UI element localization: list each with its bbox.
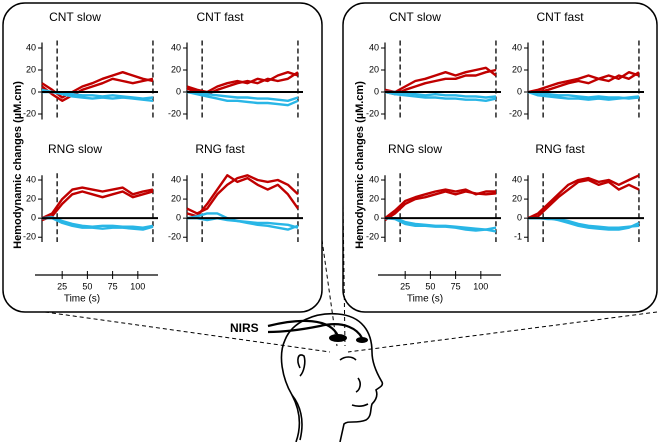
series-line [384,90,497,102]
chart-title: RNG slow [48,142,102,156]
left-panel [2,2,323,313]
chart-title: CNT slow [49,10,101,24]
y-tick-label: 20 [369,193,379,203]
series-line [41,216,154,229]
cables [267,319,363,339]
series-line [527,178,640,220]
y-axis-label: Hemodynamic changes (µM.cm) [12,81,24,249]
x-tick-label: 100 [130,281,145,291]
series-line [385,217,497,231]
y-tick-label: 40 [512,174,522,184]
sensor [356,337,368,343]
chart-title: CNT slow [389,10,441,24]
series-line [42,217,154,231]
y-tick-label: -20 [366,232,379,242]
y-tick-label: 0 [176,86,181,96]
series-line [186,174,299,215]
y-tick-label: 20 [26,193,36,203]
series-line [41,77,154,102]
chart-title: RNG slow [388,142,442,156]
device-label: NIRS [230,321,259,335]
series-line [186,90,299,107]
x-tick-label: 75 [451,281,461,291]
chart-title: CNT fast [196,10,244,24]
y-tick-label: 20 [26,64,36,74]
x-tick-label: 100 [473,281,488,291]
y-tick-label: 20 [369,64,379,74]
y-tick-label: 40 [171,174,181,184]
y-tick-label: -20 [168,108,181,118]
head [280,312,384,442]
y-tick-label: 20 [512,193,522,203]
right-panel [342,2,658,313]
x-tick-label: 50 [82,281,92,291]
x-axis-label: Time (s) [407,294,443,305]
y-tick-label: -1 [514,232,522,242]
chart-title: CNT fast [536,10,584,24]
series-line [384,190,497,222]
x-tick-label: 25 [400,281,410,291]
series-line [41,71,154,99]
y-tick-label: -20 [23,232,36,242]
y-tick-label: 20 [512,64,522,74]
y-tick-label: 40 [369,174,379,184]
series-line [527,90,640,100]
y-tick-label: 0 [31,86,36,96]
sensor [329,334,347,342]
x-tick-label: 25 [57,281,67,291]
y-tick-label: 20 [171,64,181,74]
series-line [527,71,640,94]
x-axis-label: Time (s) [64,294,100,305]
y-tick-label: 0 [374,86,379,96]
series-line [527,174,640,220]
y-tick-label: 0 [31,213,36,223]
y-tick-label: 40 [26,174,36,184]
y-tick-label: 20 [171,193,181,203]
series-line [41,190,154,222]
x-tick-label: 50 [425,281,435,291]
y-tick-label: 0 [176,213,181,223]
y-tick-label: -20 [509,108,522,118]
y-axis-label: Hemodynamic changes (µM.cm) [354,81,366,249]
chart-title: RNG fast [535,142,585,156]
series-line [186,90,299,102]
chart-title: RNG fast [195,142,245,156]
series-line [186,174,299,218]
y-tick-label: 0 [517,86,522,96]
x-tick-label: 75 [108,281,118,291]
y-tick-label: 40 [171,42,181,52]
y-tick-label: 40 [512,42,522,52]
series-line [384,66,497,94]
series-line [187,217,299,229]
y-tick-label: -20 [366,108,379,118]
series-line [528,71,640,94]
y-tick-label: -20 [168,232,181,242]
y-tick-label: 0 [374,213,379,223]
series-line [384,68,497,96]
y-tick-label: 40 [26,42,36,52]
y-tick-label: 0 [517,213,522,223]
y-tick-label: -20 [23,108,36,118]
series-line [41,186,154,220]
y-tick-label: 40 [369,42,379,52]
